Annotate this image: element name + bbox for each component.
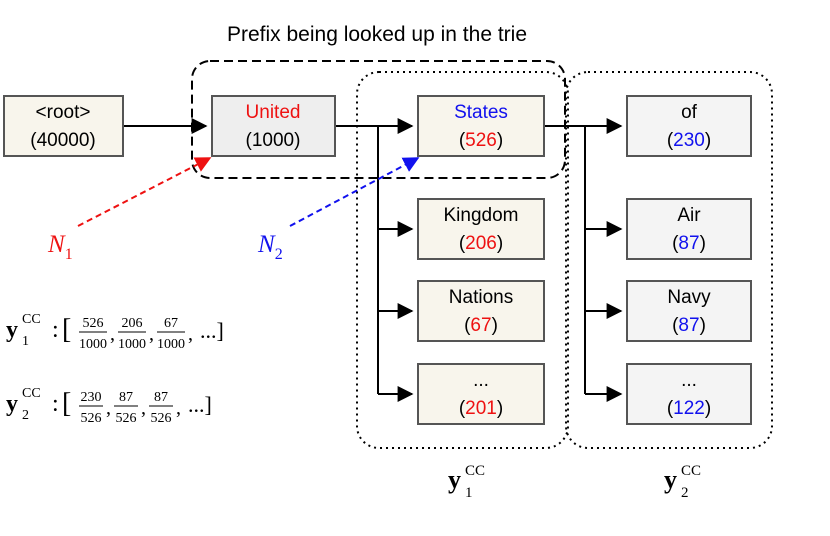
svg-text:y: y [6, 317, 18, 343]
svg-text:CC: CC [681, 463, 701, 479]
frac-y2-1-den: 526 [116, 411, 137, 426]
node-air-word: Air [677, 205, 701, 226]
node-states-count: (526) [459, 130, 503, 151]
svg-text:y: y [6, 391, 18, 417]
group-label-y2: y CC 2 [664, 463, 701, 501]
node-root-count: (40000) [30, 130, 96, 151]
svg-text:y: y [664, 465, 677, 494]
node-more2-word: ... [681, 370, 697, 391]
formula-y2: y CC 2 : [ 230 526 , 87 526 , 87 526 , .… [6, 386, 212, 426]
pointer-arrow-n1 [77, 157, 212, 227]
node-nations-count: (67) [464, 315, 498, 336]
svg-text:1: 1 [22, 334, 29, 349]
svg-text:CC: CC [22, 386, 41, 401]
node-of: of (230) [626, 95, 752, 157]
node-air-count: (87) [672, 233, 706, 254]
node-air: Air (87) [626, 198, 752, 260]
node-united-count: (1000) [246, 130, 301, 151]
group-box-y2 [565, 71, 773, 449]
pointer-label-n1: N1 [47, 231, 73, 263]
group-label-y1: y CC 1 [448, 463, 485, 501]
svg-text:[: [ [62, 314, 71, 345]
node-more1-count: (201) [459, 398, 503, 419]
frac-y2-1-num: 87 [119, 390, 133, 405]
node-root: <root> (40000) [3, 95, 124, 157]
formula-y1: y CC 1 : [ 526 1000 , 206 1000 , 67 1000… [6, 312, 224, 352]
svg-text:y: y [448, 465, 461, 494]
frac-y1-2-num: 67 [164, 316, 178, 331]
frac-y2-2-den: 526 [151, 411, 172, 426]
prefix-box [191, 60, 566, 179]
svg-text:,: , [176, 397, 181, 419]
svg-text:[: [ [62, 388, 71, 419]
node-of-count: (230) [667, 130, 711, 151]
svg-text:CC: CC [22, 312, 41, 327]
frac-y1-1-den: 1000 [118, 337, 146, 352]
node-navy-word: Navy [667, 287, 711, 308]
node-more2-count: (122) [667, 398, 711, 419]
node-united-word: United [246, 102, 301, 123]
svg-text::: : [52, 391, 59, 417]
frac-y1-0-den: 1000 [79, 337, 107, 352]
frac-y1-2-den: 1000 [157, 337, 185, 352]
frac-y1-1-num: 206 [122, 316, 143, 331]
node-kingdom: Kingdom (206) [417, 198, 545, 260]
node-more1-word: ... [473, 370, 489, 391]
node-kingdom-word: Kingdom [444, 205, 519, 226]
node-nations: Nations (67) [417, 280, 545, 342]
frac-y2-2-num: 87 [154, 390, 168, 405]
svg-text:,: , [188, 323, 193, 345]
svg-text:,: , [141, 397, 146, 419]
diagram-title: Prefix being looked up in the trie [227, 23, 527, 46]
node-nations-word: Nations [449, 287, 513, 308]
svg-text:,: , [106, 397, 111, 419]
node-states-word: States [454, 102, 508, 123]
node-united: United (1000) [211, 95, 336, 157]
pointer-label-n2: N2 [257, 231, 283, 263]
node-of-word: of [681, 102, 698, 123]
frac-y2-0-num: 230 [81, 390, 102, 405]
svg-text:...]: ...] [200, 318, 224, 343]
svg-text:1: 1 [465, 485, 473, 501]
svg-text:,: , [149, 323, 154, 345]
svg-text::: : [52, 317, 59, 343]
frac-y2-0-den: 526 [81, 411, 102, 426]
svg-text:2: 2 [681, 485, 689, 501]
svg-text:2: 2 [22, 408, 29, 423]
pointer-arrow-n2 [289, 157, 420, 227]
node-root-word: <root> [36, 102, 91, 123]
svg-text:...]: ...] [188, 392, 212, 417]
group-box-y1 [356, 71, 569, 449]
frac-y1-0-num: 526 [83, 316, 104, 331]
node-more2: ... (122) [626, 363, 752, 425]
node-states: States (526) [417, 95, 545, 157]
svg-text:,: , [110, 323, 115, 345]
svg-text:CC: CC [465, 463, 485, 479]
node-more1: ... (201) [417, 363, 545, 425]
node-navy-count: (87) [672, 315, 706, 336]
node-kingdom-count: (206) [459, 233, 503, 254]
node-navy: Navy (87) [626, 280, 752, 342]
